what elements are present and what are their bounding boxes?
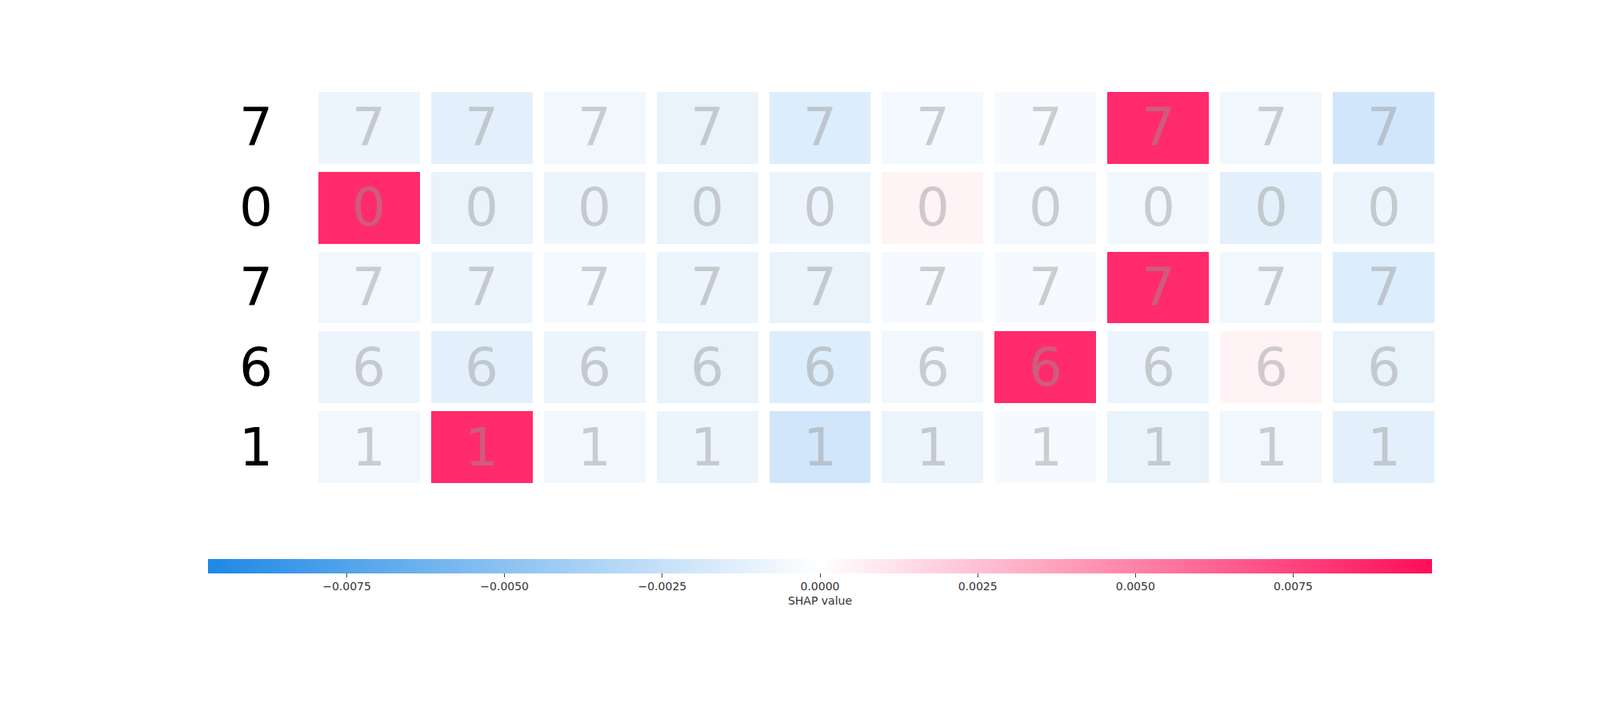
svg-text:7: 7: [1028, 96, 1063, 159]
svg-text:0: 0: [690, 176, 724, 239]
svg-text:7: 7: [352, 256, 386, 319]
svg-text:1: 1: [803, 416, 837, 479]
svg-text:1: 1: [1141, 416, 1176, 479]
svg-text:6: 6: [1254, 336, 1288, 399]
svg-text:0.0000: 0.0000: [800, 580, 840, 593]
svg-text:7: 7: [577, 96, 612, 159]
svg-text:1: 1: [239, 416, 273, 479]
svg-text:6: 6: [916, 336, 950, 399]
svg-text:1: 1: [1367, 416, 1401, 479]
svg-text:0: 0: [239, 176, 273, 239]
svg-text:6: 6: [690, 336, 724, 399]
svg-text:1: 1: [1254, 416, 1288, 479]
svg-text:6: 6: [1141, 336, 1176, 399]
svg-text:0: 0: [1141, 176, 1176, 239]
svg-text:−0.0025: −0.0025: [637, 580, 687, 593]
svg-text:7: 7: [1254, 256, 1288, 319]
svg-text:1: 1: [690, 416, 724, 479]
svg-text:−0.0075: −0.0075: [322, 580, 372, 593]
svg-text:7: 7: [1141, 96, 1176, 159]
svg-text:1: 1: [1028, 416, 1063, 479]
svg-text:6: 6: [803, 336, 837, 399]
svg-text:0: 0: [577, 176, 612, 239]
svg-text:7: 7: [1028, 256, 1063, 319]
svg-text:7: 7: [1367, 256, 1401, 319]
svg-text:7: 7: [1254, 96, 1288, 159]
svg-text:6: 6: [352, 336, 386, 399]
svg-text:0.0075: 0.0075: [1273, 580, 1313, 593]
svg-text:7: 7: [803, 96, 837, 159]
svg-text:6: 6: [464, 336, 499, 399]
svg-text:0.0025: 0.0025: [958, 580, 998, 593]
svg-text:6: 6: [1028, 336, 1063, 399]
svg-text:SHAP value: SHAP value: [788, 594, 852, 608]
svg-text:7: 7: [464, 256, 499, 319]
svg-text:7: 7: [690, 96, 724, 159]
svg-text:7: 7: [1367, 96, 1401, 159]
svg-text:7: 7: [239, 96, 273, 159]
svg-text:0.0050: 0.0050: [1116, 580, 1156, 593]
svg-text:1: 1: [352, 416, 386, 479]
svg-text:0: 0: [464, 176, 499, 239]
svg-text:0: 0: [1028, 176, 1063, 239]
svg-text:6: 6: [239, 336, 273, 399]
svg-text:7: 7: [577, 256, 612, 319]
svg-text:0: 0: [1367, 176, 1401, 239]
svg-text:1: 1: [916, 416, 950, 479]
svg-text:7: 7: [239, 256, 273, 319]
svg-text:−0.0050: −0.0050: [480, 580, 529, 593]
svg-text:1: 1: [577, 416, 612, 479]
svg-text:7: 7: [916, 256, 950, 319]
svg-text:7: 7: [352, 96, 386, 159]
svg-text:1: 1: [464, 416, 499, 479]
svg-text:0: 0: [352, 176, 386, 239]
svg-text:6: 6: [577, 336, 612, 399]
svg-text:0: 0: [916, 176, 950, 239]
svg-text:7: 7: [916, 96, 950, 159]
svg-text:6: 6: [1367, 336, 1401, 399]
svg-text:0: 0: [1254, 176, 1288, 239]
svg-text:7: 7: [803, 256, 837, 319]
svg-text:0: 0: [803, 176, 837, 239]
svg-text:7: 7: [1141, 256, 1176, 319]
svg-text:7: 7: [464, 96, 499, 159]
svg-text:7: 7: [690, 256, 724, 319]
